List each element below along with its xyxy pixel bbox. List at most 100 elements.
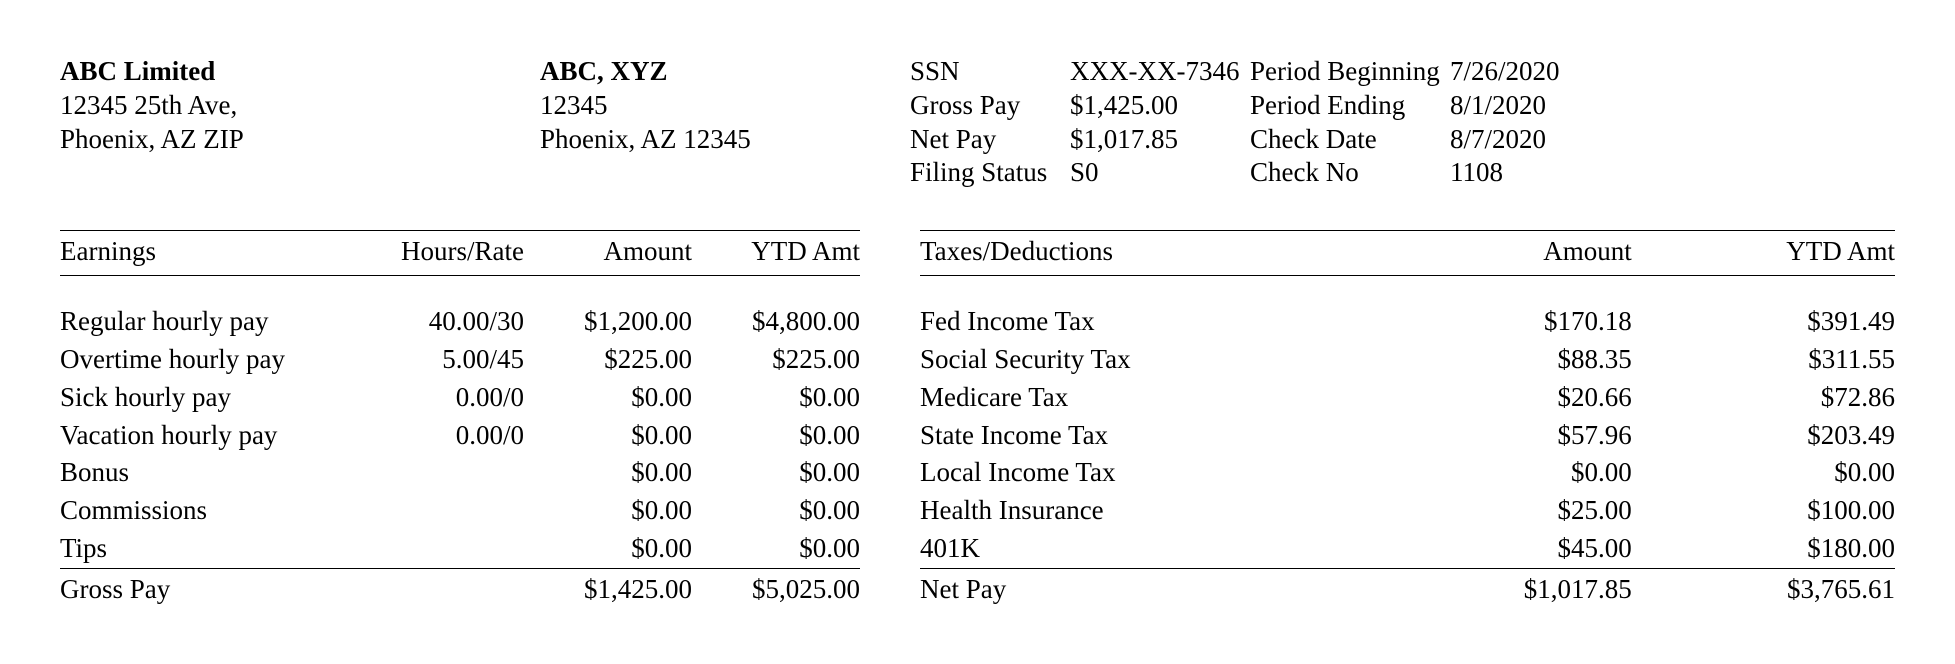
deductions-cell-amount: $20.66 — [1369, 379, 1632, 417]
deductions-header-amount: Amount — [1369, 231, 1632, 276]
deductions-cell-label: Medicare Tax — [920, 379, 1369, 417]
earnings-cell-label: Overtime hourly pay — [60, 341, 364, 379]
table-row: Local Income Tax$0.00$0.00 — [920, 454, 1895, 492]
tables-row: Earnings Hours/Rate Amount YTD Amt Regul… — [60, 230, 1895, 608]
earnings-total-body: Gross Pay $1,425.00 $5,025.00 — [60, 568, 860, 608]
earnings-cell-rate — [364, 454, 524, 492]
ssn-value: XXX-XX-7346 — [1070, 55, 1250, 89]
deductions-cell-label: Fed Income Tax — [920, 303, 1369, 341]
deductions-cell-ytd: $203.49 — [1632, 417, 1895, 455]
earnings-header-ytd: YTD Amt — [692, 231, 860, 276]
deductions-cell-amount: $88.35 — [1369, 341, 1632, 379]
table-row: Overtime hourly pay5.00/45$225.00$225.00 — [60, 341, 860, 379]
earnings-table: Earnings Hours/Rate Amount YTD Amt Regul… — [60, 230, 860, 608]
employer-addr2: Phoenix, AZ ZIP — [60, 123, 540, 157]
deductions-total-body: Net Pay $1,017.85 $3,765.61 — [920, 568, 1895, 608]
deductions-cell-ytd: $72.86 — [1632, 379, 1895, 417]
deductions-cell-label: Health Insurance — [920, 492, 1369, 530]
earnings-cell-label: Sick hourly pay — [60, 379, 364, 417]
earnings-cell-label: Vacation hourly pay — [60, 417, 364, 455]
earnings-header-row: Earnings Hours/Rate Amount YTD Amt — [60, 231, 860, 276]
earnings-cell-amount: $0.00 — [524, 530, 692, 568]
header: ABC Limited 12345 25th Ave, Phoenix, AZ … — [60, 55, 1895, 190]
summary-labels: SSN Gross Pay Net Pay Filing Status — [910, 55, 1070, 190]
deductions-cell-amount: $25.00 — [1369, 492, 1632, 530]
employee-block: ABC, XYZ 12345 Phoenix, AZ 12345 — [540, 55, 910, 190]
deductions-table: Taxes/Deductions Amount YTD Amt Fed Inco… — [920, 230, 1895, 608]
table-row: Medicare Tax$20.66$72.86 — [920, 379, 1895, 417]
check-date-label: Check Date — [1250, 123, 1450, 157]
table-row: 401K$45.00$180.00 — [920, 530, 1895, 568]
filing-status-label: Filing Status — [910, 156, 1070, 190]
earnings-cell-ytd: $0.00 — [692, 379, 860, 417]
earnings-cell-rate — [364, 492, 524, 530]
deductions-total-row: Net Pay $1,017.85 $3,765.61 — [920, 568, 1895, 608]
earnings-cell-amount: $0.00 — [524, 454, 692, 492]
deductions-body: Fed Income Tax$170.18$391.49Social Secur… — [920, 275, 1895, 568]
period-end-label: Period Ending — [1250, 89, 1450, 123]
deductions-cell-ytd: $311.55 — [1632, 341, 1895, 379]
earnings-cell-amount: $1,200.00 — [524, 303, 692, 341]
employer-block: ABC Limited 12345 25th Ave, Phoenix, AZ … — [60, 55, 540, 190]
summary-values: XXX-XX-7346 $1,425.00 $1,017.85 S0 — [1070, 55, 1250, 190]
deductions-header-ytd: YTD Amt — [1632, 231, 1895, 276]
earnings-total-ytd: $5,025.00 — [692, 568, 860, 608]
deductions-cell-label: State Income Tax — [920, 417, 1369, 455]
earnings-total-amount: $1,425.00 — [524, 568, 692, 608]
earnings-header-amount: Amount — [524, 231, 692, 276]
deductions-header-label: Taxes/Deductions — [920, 231, 1369, 276]
earnings-cell-ytd: $0.00 — [692, 454, 860, 492]
earnings-header-label: Earnings — [60, 231, 364, 276]
table-row: Health Insurance$25.00$100.00 — [920, 492, 1895, 530]
period-values: 7/26/2020 8/1/2020 8/7/2020 1108 — [1450, 55, 1590, 190]
earnings-cell-label: Bonus — [60, 454, 364, 492]
earnings-cell-rate: 5.00/45 — [364, 341, 524, 379]
earnings-cell-rate: 0.00/0 — [364, 379, 524, 417]
employee-addr1: 12345 — [540, 89, 910, 123]
net-pay-value: $1,017.85 — [1070, 123, 1250, 157]
deductions-cell-ytd: $180.00 — [1632, 530, 1895, 568]
paystub-page: ABC Limited 12345 25th Ave, Phoenix, AZ … — [0, 0, 1955, 664]
earnings-cell-ytd: $225.00 — [692, 341, 860, 379]
earnings-cell-amount: $0.00 — [524, 379, 692, 417]
period-begin-value: 7/26/2020 — [1450, 55, 1590, 89]
earnings-cell-ytd: $4,800.00 — [692, 303, 860, 341]
deductions-cell-ytd: $100.00 — [1632, 492, 1895, 530]
period-labels: Period Beginning Period Ending Check Dat… — [1250, 55, 1450, 190]
gross-pay-label: Gross Pay — [910, 89, 1070, 123]
table-row: Commissions$0.00$0.00 — [60, 492, 860, 530]
earnings-cell-amount: $225.00 — [524, 341, 692, 379]
period-end-value: 8/1/2020 — [1450, 89, 1590, 123]
deductions-cell-ytd: $0.00 — [1632, 454, 1895, 492]
employer-addr1: 12345 25th Ave, — [60, 89, 540, 123]
deductions-total-ytd: $3,765.61 — [1632, 568, 1895, 608]
deductions-cell-amount: $0.00 — [1369, 454, 1632, 492]
deductions-cell-label: Local Income Tax — [920, 454, 1369, 492]
deductions-cell-amount: $57.96 — [1369, 417, 1632, 455]
earnings-cell-rate: 0.00/0 — [364, 417, 524, 455]
table-row: Bonus $0.00$0.00 — [60, 454, 860, 492]
earnings-cell-label: Tips — [60, 530, 364, 568]
deductions-cell-amount: $170.18 — [1369, 303, 1632, 341]
earnings-cell-amount: $0.00 — [524, 417, 692, 455]
earnings-header-rate: Hours/Rate — [364, 231, 524, 276]
earnings-cell-ytd: $0.00 — [692, 417, 860, 455]
table-row: State Income Tax$57.96$203.49 — [920, 417, 1895, 455]
earnings-cell-amount: $0.00 — [524, 492, 692, 530]
table-row: Vacation hourly pay0.00/0$0.00$0.00 — [60, 417, 860, 455]
deductions-cell-label: Social Security Tax — [920, 341, 1369, 379]
check-no-label: Check No — [1250, 156, 1450, 190]
earnings-total-label: Gross Pay — [60, 568, 364, 608]
earnings-total-row: Gross Pay $1,425.00 $5,025.00 — [60, 568, 860, 608]
table-row: Social Security Tax$88.35$311.55 — [920, 341, 1895, 379]
employee-addr2: Phoenix, AZ 12345 — [540, 123, 910, 157]
deductions-cell-amount: $45.00 — [1369, 530, 1632, 568]
filing-status-value: S0 — [1070, 156, 1250, 190]
earnings-total-rate — [364, 568, 524, 608]
earnings-cell-rate — [364, 530, 524, 568]
earnings-cell-label: Regular hourly pay — [60, 303, 364, 341]
employer-name: ABC Limited — [60, 55, 540, 89]
earnings-cell-ytd: $0.00 — [692, 492, 860, 530]
earnings-cell-ytd: $0.00 — [692, 530, 860, 568]
deductions-total-label: Net Pay — [920, 568, 1369, 608]
